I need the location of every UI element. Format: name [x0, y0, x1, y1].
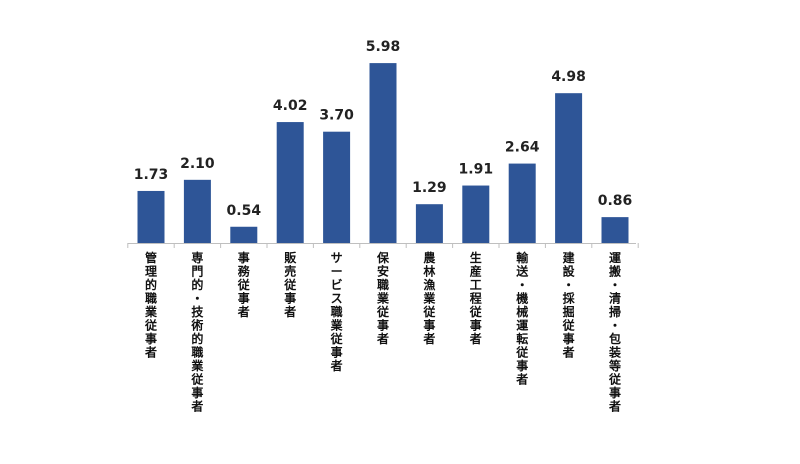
bars-layer	[137, 63, 629, 243]
bar-value-label: 0.54	[227, 203, 262, 219]
category-labels-layer: 管理的職業従事者 専門的・技術的職業従事者 事務従事者 販売従事者 サービス職業従事者 保…	[144, 250, 622, 414]
bar-value-label: 5.98	[366, 39, 401, 55]
x-axis-ticks	[127, 243, 639, 248]
bar-value-label: 3.70	[319, 108, 354, 124]
bar	[462, 185, 490, 243]
category-label: 販売従事者	[283, 250, 297, 319]
category-label: 保安職業従事者	[376, 250, 390, 346]
category-label: 専門的・技術的職業従事者	[190, 250, 204, 414]
category-label: 運搬・清掃・包装等従事者	[608, 251, 622, 414]
bar-value-label: 4.02	[273, 98, 308, 114]
bar-value-label: 2.64	[505, 140, 540, 156]
bar	[183, 179, 211, 243]
category-label: 事務従事者	[237, 250, 251, 319]
bar-value-label: 0.86	[598, 193, 633, 209]
bar-value-label: 4.98	[551, 69, 586, 85]
bar	[369, 63, 397, 243]
category-label: 農林漁業従事者	[422, 250, 436, 346]
category-label: 管理的職業従事者	[144, 250, 158, 360]
bar	[601, 217, 629, 243]
bar	[555, 93, 583, 243]
category-label: 生産工程従事者	[469, 250, 483, 346]
category-label: 建設・採掘従事者	[562, 250, 576, 360]
bar	[276, 122, 304, 243]
bar	[137, 190, 165, 243]
bar-value-label: 1.73	[134, 167, 169, 183]
bar-value-label: 1.91	[459, 162, 494, 178]
bar	[508, 163, 536, 243]
category-label: サービス職業従事者	[330, 251, 344, 373]
category-label: 輸送・機械運転従事者	[515, 250, 529, 387]
bar	[323, 131, 351, 243]
bar-value-label: 1.29	[412, 180, 447, 196]
value-labels-layer: 1.73 2.10 0.54 4.02 3.70 5.98 1.29 1.91 2.64 4.98…	[134, 39, 633, 219]
bar-value-label: 2.10	[180, 156, 215, 172]
bar	[230, 226, 258, 243]
bar	[415, 204, 443, 243]
